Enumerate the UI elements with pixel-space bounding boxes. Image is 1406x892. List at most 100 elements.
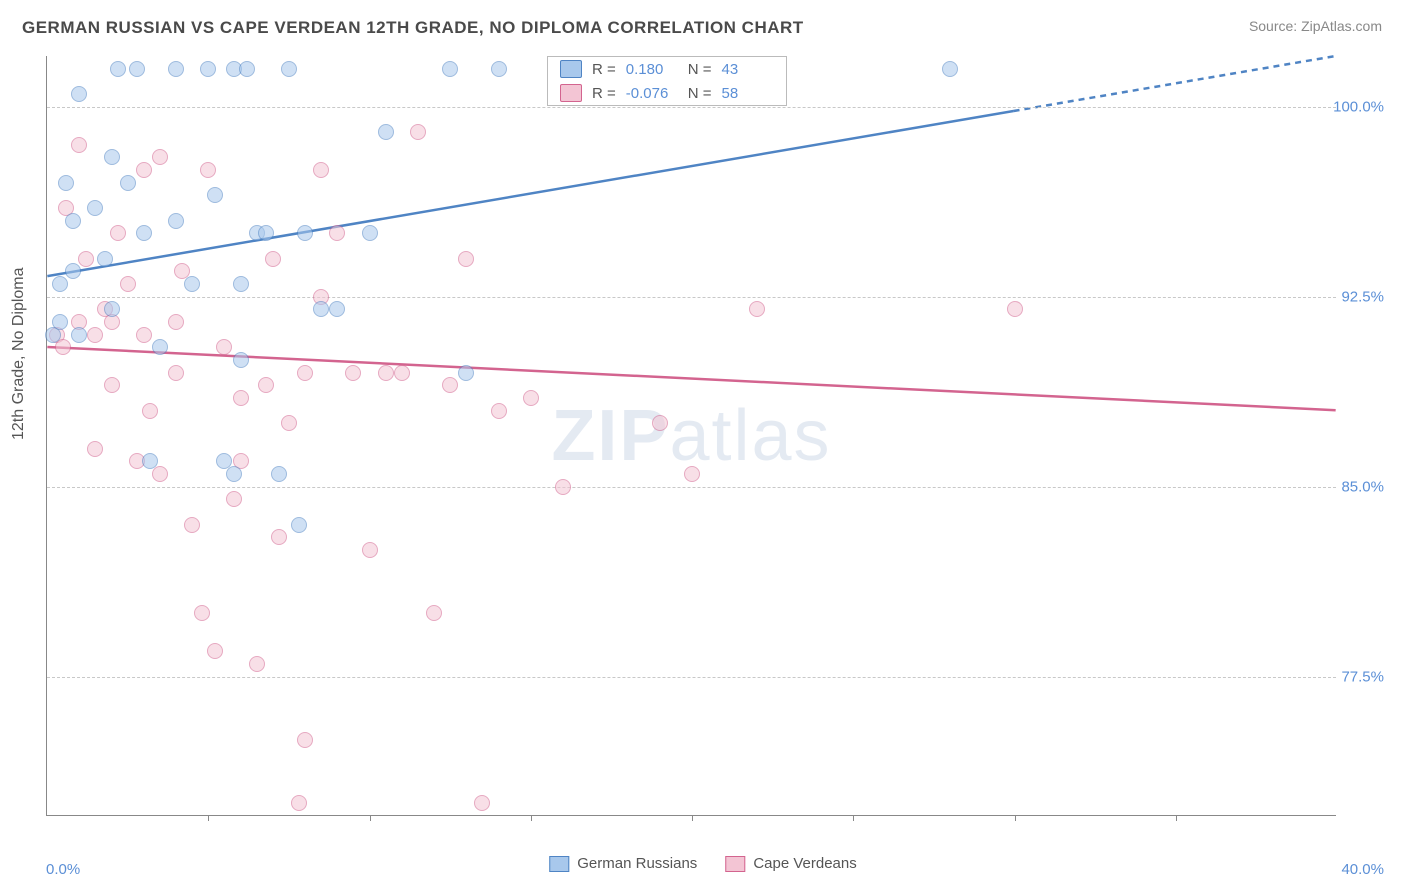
scatter-point bbox=[200, 61, 216, 77]
scatter-point bbox=[652, 415, 668, 431]
scatter-point bbox=[226, 491, 242, 507]
scatter-point bbox=[55, 339, 71, 355]
scatter-point bbox=[291, 795, 307, 811]
stat-r-label: R = bbox=[592, 85, 616, 102]
source-label: Source: bbox=[1249, 18, 1297, 34]
scatter-point bbox=[442, 377, 458, 393]
x-tick bbox=[853, 815, 854, 821]
scatter-point bbox=[65, 263, 81, 279]
scatter-point bbox=[345, 365, 361, 381]
scatter-point bbox=[71, 327, 87, 343]
scatter-point bbox=[474, 795, 490, 811]
legend-swatch bbox=[725, 856, 745, 872]
x-tick bbox=[531, 815, 532, 821]
scatter-point bbox=[104, 149, 120, 165]
trend-line-dashed bbox=[1014, 56, 1336, 111]
scatter-point bbox=[942, 61, 958, 77]
trend-lines bbox=[47, 56, 1336, 815]
scatter-point bbox=[194, 605, 210, 621]
legend-swatch bbox=[549, 856, 569, 872]
scatter-point bbox=[378, 365, 394, 381]
x-tick bbox=[370, 815, 371, 821]
scatter-point bbox=[458, 365, 474, 381]
scatter-point bbox=[297, 365, 313, 381]
plot-area: ZIPatlas R =0.180N =43R =-0.076N =58 bbox=[46, 56, 1336, 816]
scatter-point bbox=[152, 466, 168, 482]
scatter-point bbox=[281, 415, 297, 431]
scatter-point bbox=[313, 162, 329, 178]
scatter-point bbox=[104, 301, 120, 317]
stat-r-label: R = bbox=[592, 61, 616, 78]
scatter-point bbox=[329, 225, 345, 241]
scatter-point bbox=[258, 225, 274, 241]
scatter-point bbox=[71, 137, 87, 153]
stat-legend: R =0.180N =43R =-0.076N =58 bbox=[547, 56, 787, 106]
scatter-point bbox=[362, 225, 378, 241]
x-axis-min-label: 0.0% bbox=[46, 861, 80, 878]
stat-n-value: 58 bbox=[722, 85, 774, 102]
legend-swatch bbox=[560, 84, 582, 102]
scatter-point bbox=[749, 301, 765, 317]
stat-n-label: N = bbox=[688, 61, 712, 78]
scatter-point bbox=[523, 390, 539, 406]
scatter-point bbox=[97, 251, 113, 267]
bottom-legend-item: German Russians bbox=[549, 855, 697, 872]
scatter-point bbox=[129, 61, 145, 77]
y-tick-label: 85.0% bbox=[1341, 478, 1384, 495]
y-tick-label: 77.5% bbox=[1341, 668, 1384, 685]
scatter-point bbox=[136, 162, 152, 178]
x-tick bbox=[208, 815, 209, 821]
scatter-point bbox=[168, 314, 184, 330]
legend-swatch bbox=[560, 60, 582, 78]
scatter-point bbox=[136, 327, 152, 343]
scatter-point bbox=[271, 529, 287, 545]
legend-label: German Russians bbox=[577, 855, 697, 872]
stat-n-value: 43 bbox=[722, 61, 774, 78]
scatter-point bbox=[58, 175, 74, 191]
scatter-point bbox=[184, 276, 200, 292]
scatter-point bbox=[168, 61, 184, 77]
scatter-point bbox=[87, 327, 103, 343]
scatter-point bbox=[65, 213, 81, 229]
scatter-point bbox=[110, 225, 126, 241]
trend-line bbox=[47, 111, 1013, 276]
stat-legend-row: R =0.180N =43 bbox=[548, 57, 786, 81]
x-tick bbox=[1015, 815, 1016, 821]
scatter-point bbox=[329, 301, 345, 317]
scatter-point bbox=[233, 276, 249, 292]
scatter-point bbox=[71, 86, 87, 102]
scatter-point bbox=[120, 175, 136, 191]
gridline bbox=[47, 297, 1336, 298]
y-axis-title: 12th Grade, No Diploma bbox=[10, 267, 28, 440]
scatter-point bbox=[297, 225, 313, 241]
gridline bbox=[47, 107, 1336, 108]
scatter-point bbox=[104, 377, 120, 393]
scatter-point bbox=[168, 213, 184, 229]
scatter-point bbox=[281, 61, 297, 77]
scatter-point bbox=[78, 251, 94, 267]
stat-r-value: -0.076 bbox=[626, 85, 678, 102]
scatter-point bbox=[394, 365, 410, 381]
scatter-point bbox=[249, 656, 265, 672]
gridline bbox=[47, 487, 1336, 488]
scatter-point bbox=[297, 732, 313, 748]
scatter-point bbox=[152, 149, 168, 165]
scatter-point bbox=[152, 339, 168, 355]
scatter-point bbox=[1007, 301, 1023, 317]
scatter-point bbox=[233, 352, 249, 368]
y-tick-label: 92.5% bbox=[1341, 288, 1384, 305]
scatter-point bbox=[378, 124, 394, 140]
scatter-point bbox=[110, 61, 126, 77]
scatter-point bbox=[233, 390, 249, 406]
scatter-point bbox=[52, 276, 68, 292]
scatter-point bbox=[226, 466, 242, 482]
x-tick bbox=[692, 815, 693, 821]
scatter-point bbox=[87, 200, 103, 216]
chart-title: GERMAN RUSSIAN VS CAPE VERDEAN 12TH GRAD… bbox=[22, 18, 804, 38]
bottom-legend-item: Cape Verdeans bbox=[725, 855, 856, 872]
legend-label: Cape Verdeans bbox=[753, 855, 856, 872]
source-value: ZipAtlas.com bbox=[1301, 18, 1382, 34]
scatter-point bbox=[291, 517, 307, 533]
scatter-point bbox=[362, 542, 378, 558]
stat-n-label: N = bbox=[688, 85, 712, 102]
